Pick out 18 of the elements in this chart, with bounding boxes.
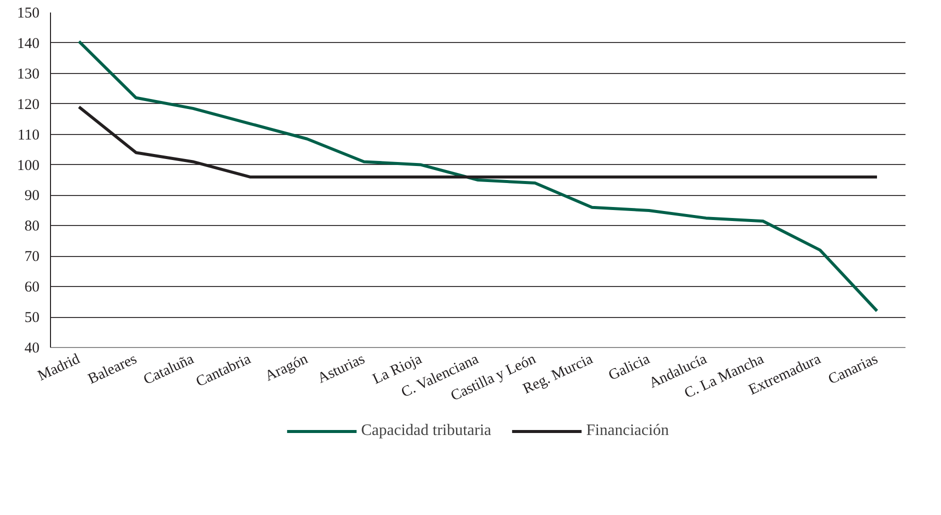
y-tick-label: 70 <box>24 249 40 266</box>
line-series <box>78 105 878 178</box>
y-tick-label: 150 <box>17 6 40 22</box>
legend-label: Capacidad tributaria <box>361 422 492 440</box>
y-tick-label: 50 <box>24 310 40 326</box>
y-tick-label: 110 <box>18 127 40 144</box>
x-tick-label: Aragón <box>262 351 311 385</box>
line-series <box>78 40 878 312</box>
y-tick-label: 90 <box>24 188 40 204</box>
y-tick-label: 120 <box>17 96 40 113</box>
y-tick-label: 140 <box>17 36 40 52</box>
y-tick-label: 80 <box>24 218 40 235</box>
y-tick-label: 100 <box>17 158 40 174</box>
x-tick-label: Galicia <box>606 351 653 384</box>
y-tick-label: 60 <box>24 280 40 296</box>
y-tick-label: 40 <box>24 340 40 356</box>
y-tick-label: 130 <box>17 66 40 82</box>
legend-label: Financiación <box>586 422 669 440</box>
